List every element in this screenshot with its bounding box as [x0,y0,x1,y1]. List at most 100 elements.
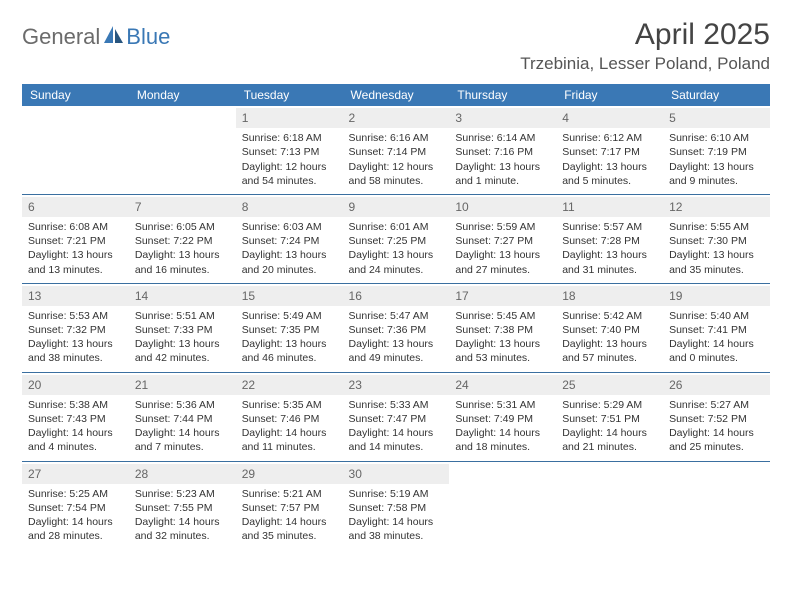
daylight-text: Daylight: 13 hours and 20 minutes. [242,248,337,276]
sunrise-text: Sunrise: 5:57 AM [562,220,657,234]
sunset-text: Sunset: 7:24 PM [242,234,337,248]
calendar-day-cell: 15Sunrise: 5:49 AMSunset: 7:35 PMDayligh… [236,283,343,372]
sunrise-text: Sunrise: 5:38 AM [28,398,123,412]
day-number: 29 [236,464,343,484]
sunset-text: Sunset: 7:14 PM [349,145,444,159]
calendar-day-cell: 6 Sunrise: 6:08 AMSunset: 7:21 PMDaylight… [22,194,129,283]
sunset-text: Sunset: 7:47 PM [349,412,444,426]
calendar-day-cell: 14Sunrise: 5:51 AMSunset: 7:33 PMDayligh… [129,283,236,372]
sunrise-text: Sunrise: 6:08 AM [28,220,123,234]
sunrise-text: Sunrise: 5:40 AM [669,309,764,323]
calendar-day-cell: 10Sunrise: 5:59 AMSunset: 7:27 PMDayligh… [449,194,556,283]
weekday-header: Sunday [22,84,129,106]
day-number: 12 [663,197,770,217]
calendar-day-cell: 25Sunrise: 5:29 AMSunset: 7:51 PMDayligh… [556,372,663,461]
daylight-text: Daylight: 13 hours and 9 minutes. [669,160,764,188]
day-number: 9 [343,197,450,217]
calendar-day-cell [663,461,770,549]
calendar-day-cell: 30Sunrise: 5:19 AMSunset: 7:58 PMDayligh… [343,461,450,549]
daylight-text: Daylight: 13 hours and 31 minutes. [562,248,657,276]
brand-logo: General Blue [22,24,170,50]
calendar-day-cell: 26Sunrise: 5:27 AMSunset: 7:52 PMDayligh… [663,372,770,461]
daylight-text: Daylight: 14 hours and 14 minutes. [349,426,444,454]
sunset-text: Sunset: 7:52 PM [669,412,764,426]
calendar-day-cell: 11Sunrise: 5:57 AMSunset: 7:28 PMDayligh… [556,194,663,283]
day-number: 21 [129,375,236,395]
daylight-text: Daylight: 12 hours and 54 minutes. [242,160,337,188]
daylight-text: Daylight: 14 hours and 28 minutes. [28,515,123,543]
sunrise-text: Sunrise: 5:53 AM [28,309,123,323]
calendar-day-cell [22,106,129,194]
calendar-week-row: 27Sunrise: 5:25 AMSunset: 7:54 PMDayligh… [22,461,770,549]
daylight-text: Daylight: 14 hours and 38 minutes. [349,515,444,543]
sail-icon [104,26,124,49]
sunset-text: Sunset: 7:38 PM [455,323,550,337]
day-number: 22 [236,375,343,395]
sunrise-text: Sunrise: 6:16 AM [349,131,444,145]
brand-part1: General [22,24,100,50]
calendar-day-cell: 28Sunrise: 5:23 AMSunset: 7:55 PMDayligh… [129,461,236,549]
sunset-text: Sunset: 7:55 PM [135,501,230,515]
daylight-text: Daylight: 14 hours and 21 minutes. [562,426,657,454]
sunrise-text: Sunrise: 5:29 AM [562,398,657,412]
calendar-day-cell: 4Sunrise: 6:12 AMSunset: 7:17 PMDaylight… [556,106,663,194]
sunset-text: Sunset: 7:35 PM [242,323,337,337]
sunrise-text: Sunrise: 5:19 AM [349,487,444,501]
calendar-day-cell: 18Sunrise: 5:42 AMSunset: 7:40 PMDayligh… [556,283,663,372]
calendar-day-cell: 22Sunrise: 5:35 AMSunset: 7:46 PMDayligh… [236,372,343,461]
calendar-day-cell: 3Sunrise: 6:14 AMSunset: 7:16 PMDaylight… [449,106,556,194]
sunrise-text: Sunrise: 5:36 AM [135,398,230,412]
sunset-text: Sunset: 7:25 PM [349,234,444,248]
daylight-text: Daylight: 13 hours and 24 minutes. [349,248,444,276]
sunset-text: Sunset: 7:51 PM [562,412,657,426]
sunset-text: Sunset: 7:57 PM [242,501,337,515]
sunset-text: Sunset: 7:54 PM [28,501,123,515]
daylight-text: Daylight: 13 hours and 46 minutes. [242,337,337,365]
daylight-text: Daylight: 14 hours and 4 minutes. [28,426,123,454]
daylight-text: Daylight: 14 hours and 25 minutes. [669,426,764,454]
sunrise-text: Sunrise: 5:59 AM [455,220,550,234]
calendar-table: Sunday Monday Tuesday Wednesday Thursday… [22,84,770,549]
sunset-text: Sunset: 7:19 PM [669,145,764,159]
sunrise-text: Sunrise: 6:05 AM [135,220,230,234]
sunrise-text: Sunrise: 5:42 AM [562,309,657,323]
daylight-text: Daylight: 14 hours and 0 minutes. [669,337,764,365]
day-number: 7 [129,197,236,217]
calendar-day-cell: 13Sunrise: 5:53 AMSunset: 7:32 PMDayligh… [22,283,129,372]
calendar-day-cell: 2Sunrise: 6:16 AMSunset: 7:14 PMDaylight… [343,106,450,194]
day-number: 3 [449,108,556,128]
day-number: 24 [449,375,556,395]
sunrise-text: Sunrise: 6:10 AM [669,131,764,145]
day-number: 1 [236,108,343,128]
weekday-header: Tuesday [236,84,343,106]
weekday-header: Friday [556,84,663,106]
sunset-text: Sunset: 7:21 PM [28,234,123,248]
day-number: 11 [556,197,663,217]
daylight-text: Daylight: 13 hours and 13 minutes. [28,248,123,276]
sunrise-text: Sunrise: 5:31 AM [455,398,550,412]
daylight-text: Daylight: 14 hours and 35 minutes. [242,515,337,543]
daylight-text: Daylight: 13 hours and 35 minutes. [669,248,764,276]
day-number: 6 [22,197,129,217]
calendar-day-cell: 20Sunrise: 5:38 AMSunset: 7:43 PMDayligh… [22,372,129,461]
sunset-text: Sunset: 7:40 PM [562,323,657,337]
sunset-text: Sunset: 7:16 PM [455,145,550,159]
sunset-text: Sunset: 7:22 PM [135,234,230,248]
sunrise-text: Sunrise: 5:49 AM [242,309,337,323]
calendar-day-cell: 9Sunrise: 6:01 AMSunset: 7:25 PMDaylight… [343,194,450,283]
daylight-text: Daylight: 14 hours and 18 minutes. [455,426,550,454]
location-text: Trzebinia, Lesser Poland, Poland [520,54,770,74]
sunset-text: Sunset: 7:41 PM [669,323,764,337]
calendar-page: General Blue April 2025 Trzebinia, Lesse… [0,0,792,567]
daylight-text: Daylight: 13 hours and 1 minute. [455,160,550,188]
day-number: 28 [129,464,236,484]
calendar-day-cell: 29Sunrise: 5:21 AMSunset: 7:57 PMDayligh… [236,461,343,549]
daylight-text: Daylight: 14 hours and 7 minutes. [135,426,230,454]
calendar-header-row: Sunday Monday Tuesday Wednesday Thursday… [22,84,770,106]
sunset-text: Sunset: 7:32 PM [28,323,123,337]
day-number: 14 [129,286,236,306]
weekday-header: Saturday [663,84,770,106]
calendar-day-cell [449,461,556,549]
sunrise-text: Sunrise: 5:33 AM [349,398,444,412]
calendar-day-cell: 23Sunrise: 5:33 AMSunset: 7:47 PMDayligh… [343,372,450,461]
